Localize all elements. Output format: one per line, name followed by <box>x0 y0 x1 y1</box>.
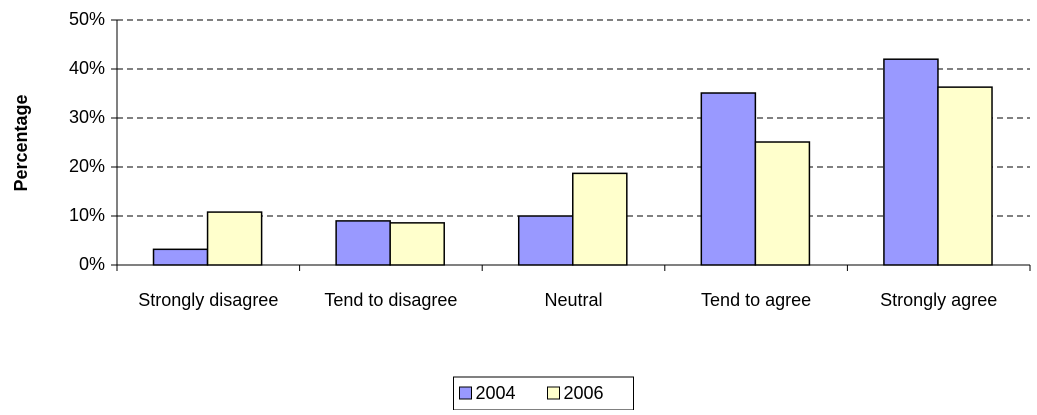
bar <box>754 141 811 266</box>
legend-swatch <box>547 386 560 400</box>
bar <box>335 220 391 266</box>
y-tick-label: 30% <box>69 107 105 127</box>
bar <box>937 86 993 266</box>
y-tick-label: 20% <box>69 156 105 176</box>
x-tick-label-box: Tend to agree <box>701 290 812 310</box>
x-tick-label: Tend to disagree <box>324 290 458 310</box>
bar <box>883 58 939 266</box>
y-tick-label: 40% <box>69 58 105 78</box>
x-tick-label-box: Strongly agree <box>880 290 998 310</box>
x-tick-label: Neutral <box>544 290 603 310</box>
x-tick-label: Strongly agree <box>880 290 998 310</box>
y-tick-label: 10% <box>69 205 105 225</box>
bar <box>517 215 574 266</box>
x-tick-label: Tend to agree <box>701 290 812 310</box>
bar <box>152 248 209 266</box>
x-tick-label-box: Neutral <box>544 290 603 310</box>
bar <box>700 92 757 266</box>
bar <box>206 211 263 266</box>
legend-label: 2004 <box>476 383 516 403</box>
y-tick-label: 50% <box>69 9 105 29</box>
y-axis-label: Percentage <box>11 94 31 191</box>
y-tick-label: 0% <box>79 254 105 274</box>
legend-label: 2006 <box>564 383 604 403</box>
bar <box>389 222 445 266</box>
x-tick-label: Strongly disagree <box>138 290 279 310</box>
x-tick-label-box: Tend to disagree <box>324 290 458 310</box>
x-tick-label-box: Strongly disagree <box>138 290 279 310</box>
legend-swatch <box>459 386 472 400</box>
bar <box>572 172 628 266</box>
